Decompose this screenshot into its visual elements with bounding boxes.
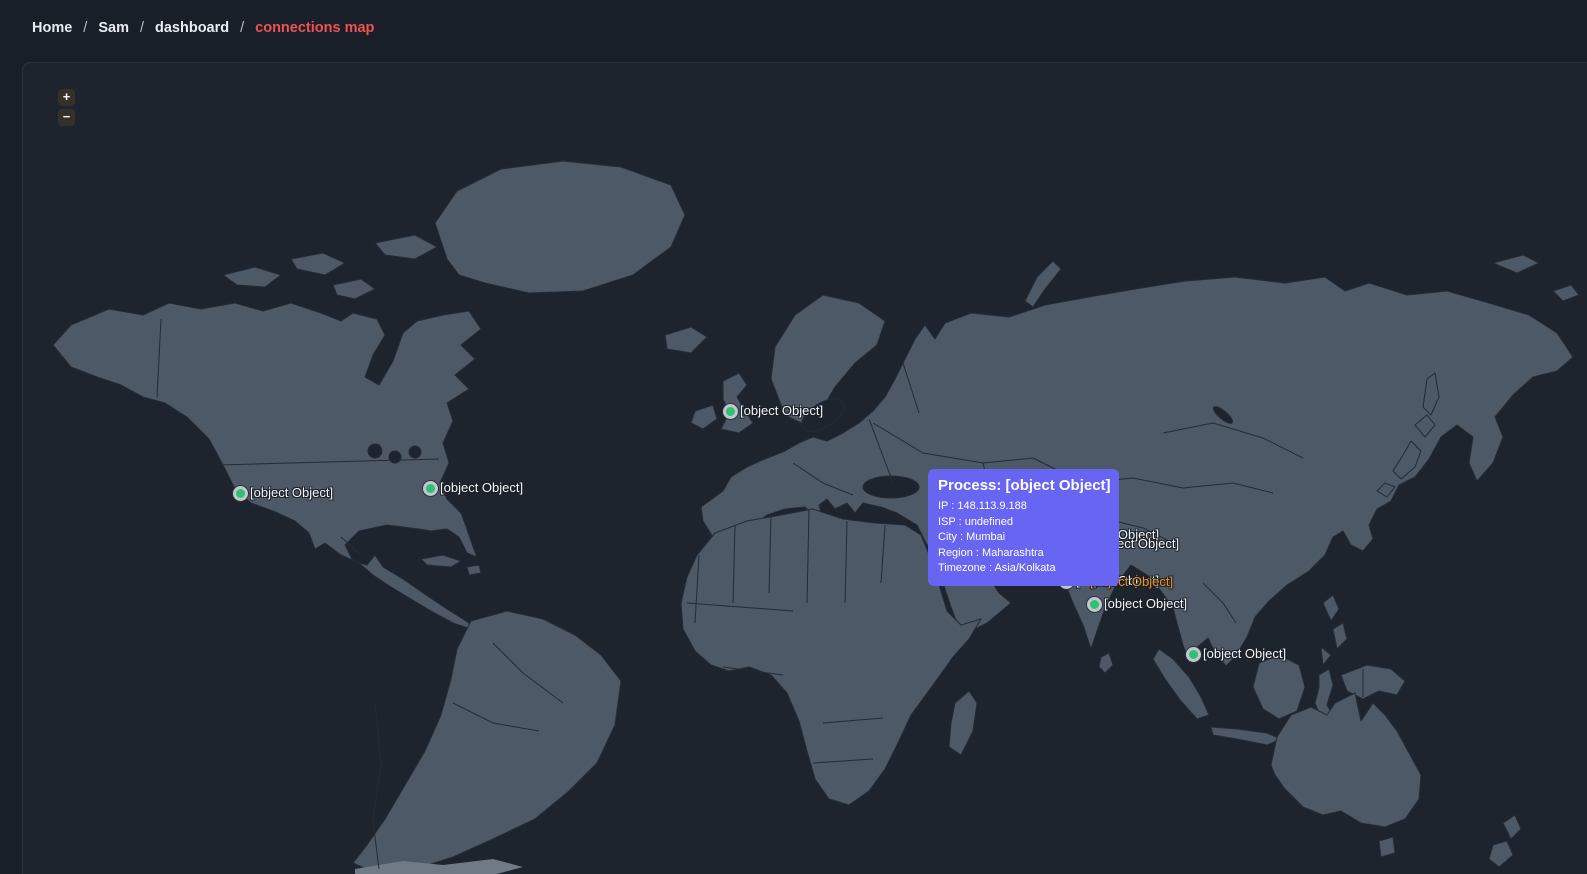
top-bar: Home / Sam / dashboard / connections map: [0, 0, 1587, 62]
marker-label: [object Object]: [440, 480, 524, 495]
breadcrumb-item-connections-map[interactable]: connections map: [255, 20, 375, 36]
tooltip-city: City : Mumbai: [938, 531, 1006, 543]
zoom-in-button[interactable]: +: [58, 89, 75, 106]
map-marker[interactable]: [722, 403, 739, 420]
tooltip-timezone: Timezone : Asia/Kolkata: [938, 562, 1056, 574]
map-marker[interactable]: [1086, 596, 1103, 613]
breadcrumb-item-sam[interactable]: Sam: [98, 20, 129, 36]
breadcrumb-separator: /: [240, 20, 245, 36]
map-marker[interactable]: [232, 485, 249, 502]
breadcrumb-item-dashboard[interactable]: dashboard: [155, 20, 230, 36]
breadcrumb-separator: /: [83, 20, 88, 36]
marker-label: [object Object]: [250, 485, 334, 500]
world-map[interactable]: [23, 63, 1587, 874]
tooltip-title: Process: [object Object]: [938, 477, 1111, 494]
markers-layer: [object Object] [object Object] [object Ob…: [23, 63, 1587, 874]
breadcrumb: Home / Sam / dashboard / connections map: [32, 20, 374, 36]
tooltip-region: Region : Maharashtra: [938, 546, 1044, 559]
map-marker[interactable]: [422, 480, 439, 497]
zoom-out-button[interactable]: −: [58, 109, 75, 126]
breadcrumb-item-home[interactable]: Home: [32, 20, 73, 36]
connection-tooltip: Process: [object Object] IP : 148.113.9.…: [928, 469, 1119, 586]
map-zoom-control: + −: [58, 89, 75, 126]
marker-label: [object Object]: [1104, 596, 1188, 611]
breadcrumb-separator: /: [139, 20, 144, 36]
marker-label: [object Object]: [740, 403, 824, 418]
tooltip-ip: IP : 148.113.9.188: [938, 500, 1027, 512]
map-marker[interactable]: [1185, 646, 1202, 663]
marker-label: [object Object]: [1203, 646, 1287, 661]
tooltip-isp: ISP : undefined: [938, 515, 1014, 528]
connections-map-panel[interactable]: + − [object Object] [object Object] [objec…: [22, 62, 1587, 874]
